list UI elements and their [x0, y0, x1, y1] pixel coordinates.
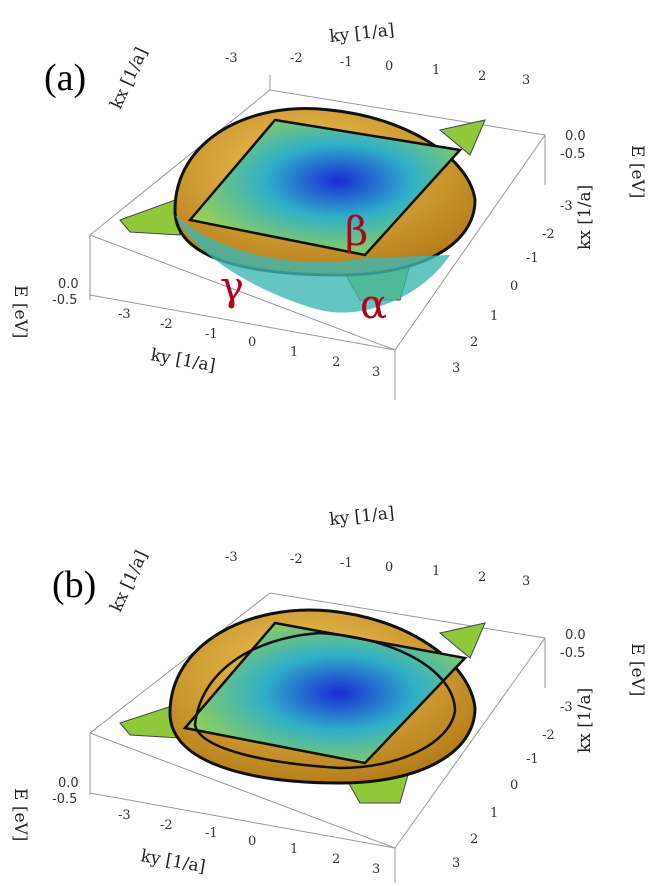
panel-a: (a): [10, 20, 647, 400]
beta-label: β: [345, 209, 368, 255]
tick: 2: [470, 832, 478, 847]
kx-ticks-right: -3 -2 -1 0 1 2 3: [452, 700, 573, 871]
basin-surface: [182, 621, 468, 765]
ky-ticks-bottom: -3 -2 -1 0 1 2 3: [118, 307, 380, 380]
tick: -1: [340, 55, 353, 70]
tick: -3: [118, 307, 131, 322]
tick: -3: [225, 51, 238, 66]
tick: 0: [248, 335, 256, 350]
lower-wing: [175, 215, 450, 313]
ky-ticks-top: -3 -2 -1 0 1 2 3: [225, 550, 530, 589]
tick: 3: [372, 862, 380, 877]
ky-ticks-top: -3 -2 -1 0 1 2 3: [225, 51, 530, 88]
tick: -3: [560, 700, 573, 715]
tick: 0: [248, 834, 256, 849]
tick: 2: [478, 69, 486, 84]
tick: 2: [470, 335, 478, 350]
tick: -1: [205, 826, 218, 841]
e-axis-title-left: E [eV]: [10, 285, 30, 338]
e-axis-title-left: E [eV]: [10, 788, 30, 841]
ky-axis-title-top: ky [1/a]: [328, 503, 395, 530]
tick: 3: [522, 73, 530, 88]
tick: 0.0: [58, 776, 79, 791]
tick: -2: [290, 51, 303, 66]
e-axis-title: E [eV]: [627, 643, 647, 696]
fermi-surface-plot: ky [1/a] ky [1/a] kx [1/a] kx [1/a] E [e…: [10, 503, 647, 883]
tick: -2: [542, 227, 555, 242]
fermi-surface-plot: β γ α ky [1/a] ky [1/a] kx [1/a] kx [1/a…: [10, 20, 647, 400]
tick: -3: [225, 550, 238, 565]
panel-label: (b): [52, 564, 97, 606]
tick: -2: [542, 728, 555, 743]
tick: 2: [332, 852, 340, 867]
tick: 0: [510, 279, 518, 294]
tick: 2: [478, 570, 486, 585]
ky-ticks-bottom: -3 -2 -1 0 1 2 3: [118, 808, 380, 877]
e-ticks-left: 0.0 -0.5: [52, 776, 79, 807]
gamma-label: γ: [220, 264, 244, 310]
tick: 1: [432, 564, 440, 579]
tick: 0: [385, 560, 393, 575]
kx-axis-title: kx [1/a]: [575, 185, 595, 250]
tick: -2: [290, 552, 303, 567]
kx-axis-title-left: kx [1/a]: [106, 548, 152, 616]
kx-axis-title-left: kx [1/a]: [106, 45, 152, 113]
tick: 0.0: [58, 277, 79, 292]
tick: -0.5: [560, 646, 585, 661]
ky-axis-title-bottom: ky [1/a]: [139, 846, 207, 877]
tick: 1: [490, 806, 498, 821]
basin-surface: [187, 118, 463, 257]
tick: -1: [526, 752, 539, 767]
tick: -3: [118, 808, 131, 823]
e-ticks-right: 0.0 -0.5: [560, 628, 586, 661]
tick: 0: [510, 778, 518, 793]
tick: 3: [452, 361, 460, 376]
tick: -1: [205, 327, 218, 342]
kx-axis-title: kx [1/a]: [575, 688, 595, 753]
e-ticks-right: 0.0 -0.5: [560, 129, 586, 162]
tick: -1: [526, 251, 539, 266]
e-axis-title: E [eV]: [627, 145, 647, 198]
tick: 0.0: [565, 628, 586, 643]
tick: -0.5: [52, 792, 77, 807]
tick: -1: [340, 556, 353, 571]
tick: 1: [490, 309, 498, 324]
tick: 3: [372, 365, 380, 380]
inner-contour: [193, 631, 457, 770]
tick: -2: [160, 317, 173, 332]
tick: 1: [290, 345, 298, 360]
kx-ticks-right: -3 -2 -1 0 1 2 3: [452, 199, 573, 376]
tick: 3: [452, 856, 460, 871]
tick: -2: [160, 818, 173, 833]
e-ticks-left: 0.0 -0.5: [52, 277, 79, 308]
tick: 0.0: [565, 129, 586, 144]
ky-axis-title-bottom: ky [1/a]: [149, 345, 217, 376]
tick: 3: [522, 574, 530, 589]
panel-b: (b) ky [1/a] ky [1/a]: [0, 443, 648, 886]
tick: 1: [432, 63, 440, 78]
tick: -0.5: [52, 293, 77, 308]
tick: 0: [385, 59, 393, 74]
tick: -3: [560, 199, 573, 214]
alpha-label: α: [360, 282, 387, 328]
tick: 1: [290, 842, 298, 857]
panel-label: (a): [44, 57, 87, 99]
ky-axis-title-top: ky [1/a]: [328, 20, 395, 47]
tick: 2: [332, 355, 340, 370]
tick: -0.5: [560, 147, 585, 162]
